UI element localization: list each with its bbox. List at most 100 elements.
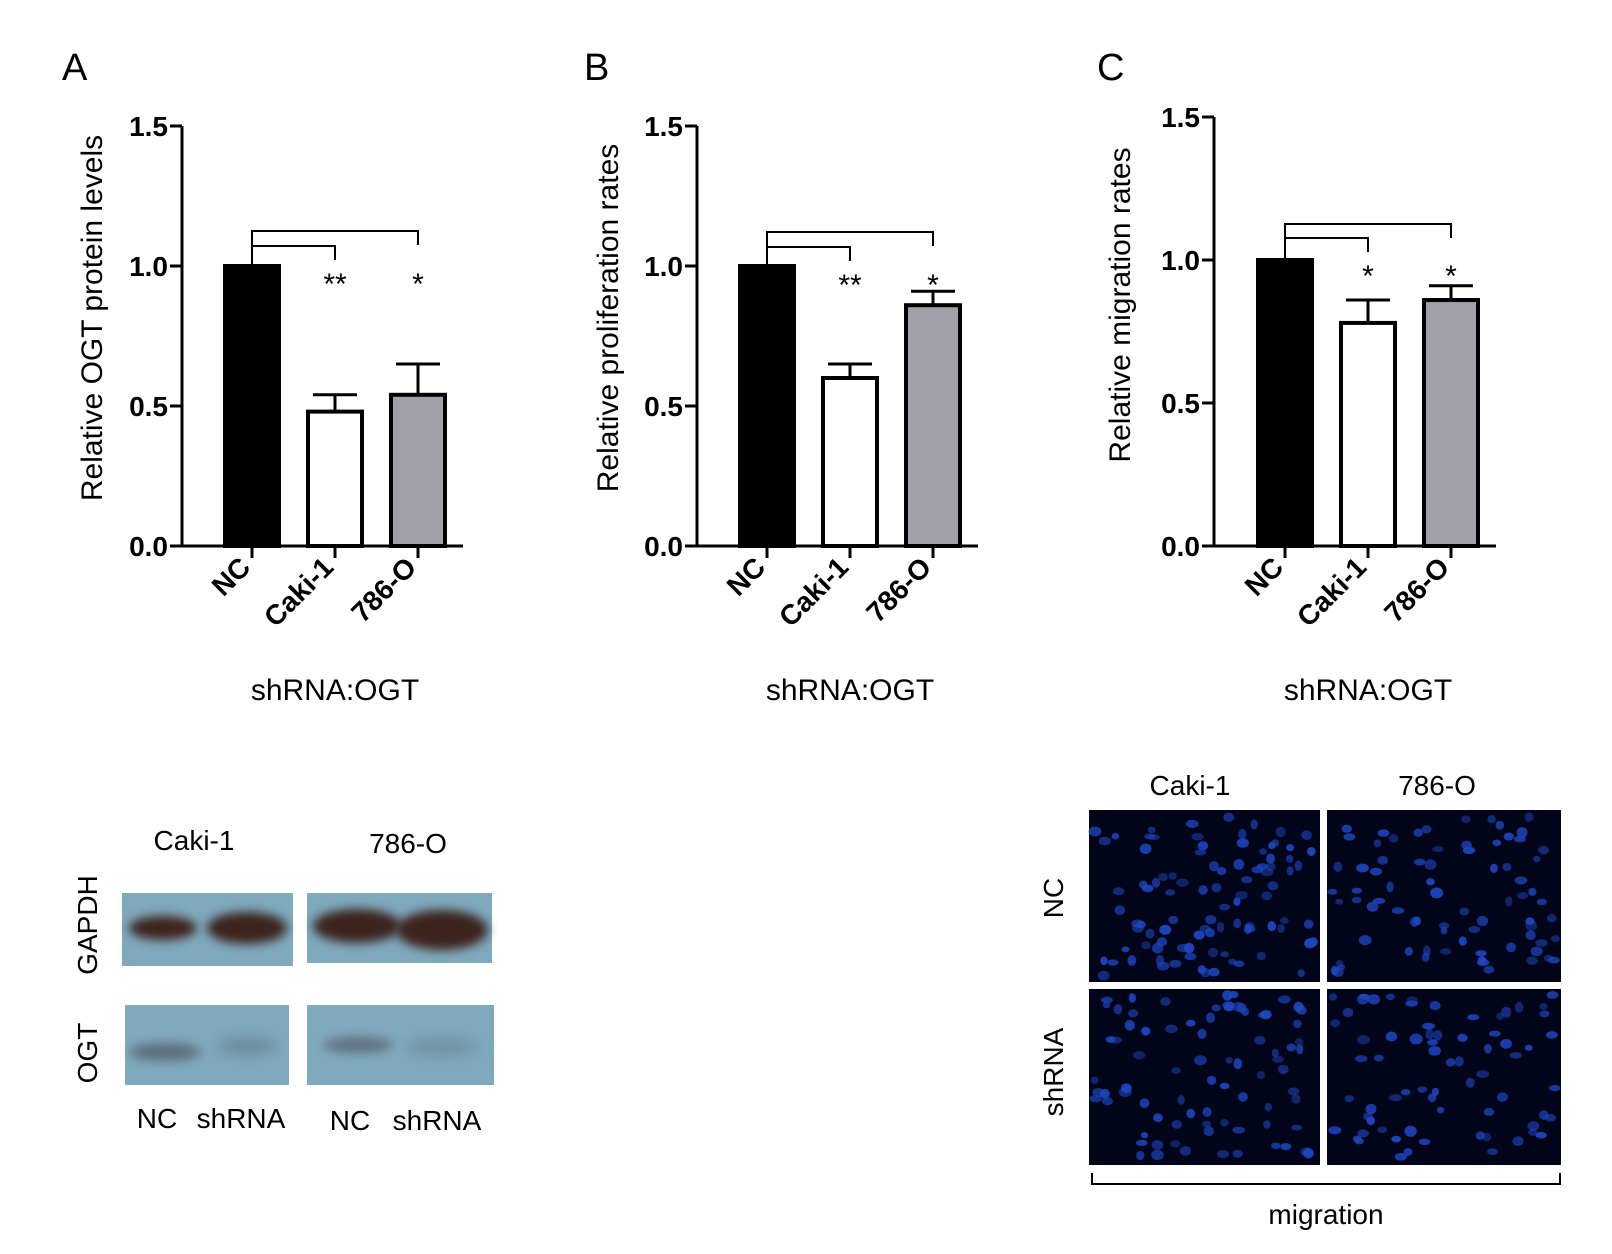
nucleus [1186,1108,1196,1119]
lane-label: shRNA [393,1105,482,1136]
significance-label: ** [323,268,347,301]
nucleus [1492,839,1502,847]
nucleus [1286,1043,1297,1052]
nucleus [1238,1092,1248,1102]
nucleus [1490,863,1498,873]
nucleus [1272,1055,1284,1063]
nucleus [1194,1055,1207,1066]
nucleus [1185,819,1199,829]
nucleus [1228,991,1239,999]
nucleus [1525,917,1535,925]
nucleus [1459,907,1470,916]
nucleus [1363,1112,1373,1121]
nucleus [1437,1106,1445,1114]
nucleus [1391,907,1405,915]
nucleus [1386,881,1394,893]
nucleus [1417,1086,1428,1093]
nucleus [1421,825,1432,834]
nucleus [1286,866,1294,876]
panel-b: B Relative proliferation rates shRNA:OGT… [584,47,978,707]
nucleus [1141,1132,1149,1139]
y-axis-label: Relative proliferation rates [592,144,625,493]
nucleus [1388,834,1399,843]
nucleus [1141,941,1151,950]
nucleus [1147,826,1156,834]
nucleus [1412,916,1421,926]
nucleus [1506,942,1516,953]
nucleus [1457,1033,1468,1042]
nucleus [1355,1055,1368,1063]
nucleus [1277,1064,1289,1075]
significance-label: ** [838,269,862,302]
nucleus [1286,844,1294,852]
significance-bracket [766,231,934,266]
nucleus [1524,812,1534,822]
migration-row-label: NC [1038,878,1069,918]
nucleus [1526,956,1538,965]
nucleus [1261,891,1272,901]
nucleus [1135,1139,1148,1146]
nucleus [1401,1089,1411,1096]
nucleus [1165,889,1176,896]
nucleus [1112,887,1125,896]
nucleus [1465,1077,1475,1088]
nucleus [1275,826,1286,838]
gapdh-band [313,909,401,943]
nucleus [1171,1120,1183,1129]
blot-group-label: Caki-1 [154,825,235,856]
nucleus [1358,935,1372,946]
blot-row-label: GAPDH [72,875,103,975]
nuclei [1088,812,1561,1161]
migration-bracket [1091,1173,1561,1185]
nucleus [1462,846,1476,855]
significance-label: * [927,269,939,302]
y-tick-label: 0.5 [644,391,683,422]
nucleus [1277,923,1285,933]
nucleus [1168,915,1179,925]
nucleus [1386,993,1395,1000]
nucleus [1225,1057,1233,1064]
blot-row-label: OGT [72,1023,103,1084]
significance-bracket [251,245,336,266]
nucleus [1223,812,1235,822]
significance-label: * [1362,260,1374,293]
nucleus [1476,1070,1490,1078]
nucleus [1414,858,1426,866]
nucleus [1089,1094,1103,1103]
x-tick-labels: NC Caki-1 786-O [721,551,938,632]
nucleus [1536,898,1548,906]
nucleus [1425,1028,1434,1040]
nucleus [1356,863,1369,873]
nucleus [1280,917,1289,924]
nucleus [1535,939,1548,947]
x-tick-label: NC [206,551,257,602]
nucleus [1539,1003,1548,1010]
nucleus [1440,948,1452,955]
nucleus [1090,1076,1099,1085]
nucleus [1332,967,1344,978]
nucleus [1128,993,1136,1003]
nucleus [1197,965,1206,974]
nucleus [1365,1103,1377,1115]
nucleus [1377,855,1389,865]
nucleus [1500,1038,1512,1049]
nucleus [1232,1149,1243,1158]
nucleus [1404,947,1413,956]
nucleus [1509,1052,1522,1059]
nucleus [1121,946,1130,953]
nucleus [1343,833,1356,841]
nucleus [1433,1030,1443,1041]
panel-letter: C [1097,47,1124,89]
ogt-band [129,1043,201,1061]
nucleus [1342,1007,1354,1018]
nucleus [1264,1103,1273,1112]
nucleus [1185,1019,1196,1027]
y-tick-labels: 0.0 0.5 1.0 1.5 [644,111,683,562]
nucleus [1118,1087,1132,1097]
nucleus [1535,1132,1547,1139]
nucleus [1197,841,1209,851]
nucleus [1352,1135,1362,1143]
nucleus [1194,849,1207,856]
nucleus [1475,950,1487,957]
